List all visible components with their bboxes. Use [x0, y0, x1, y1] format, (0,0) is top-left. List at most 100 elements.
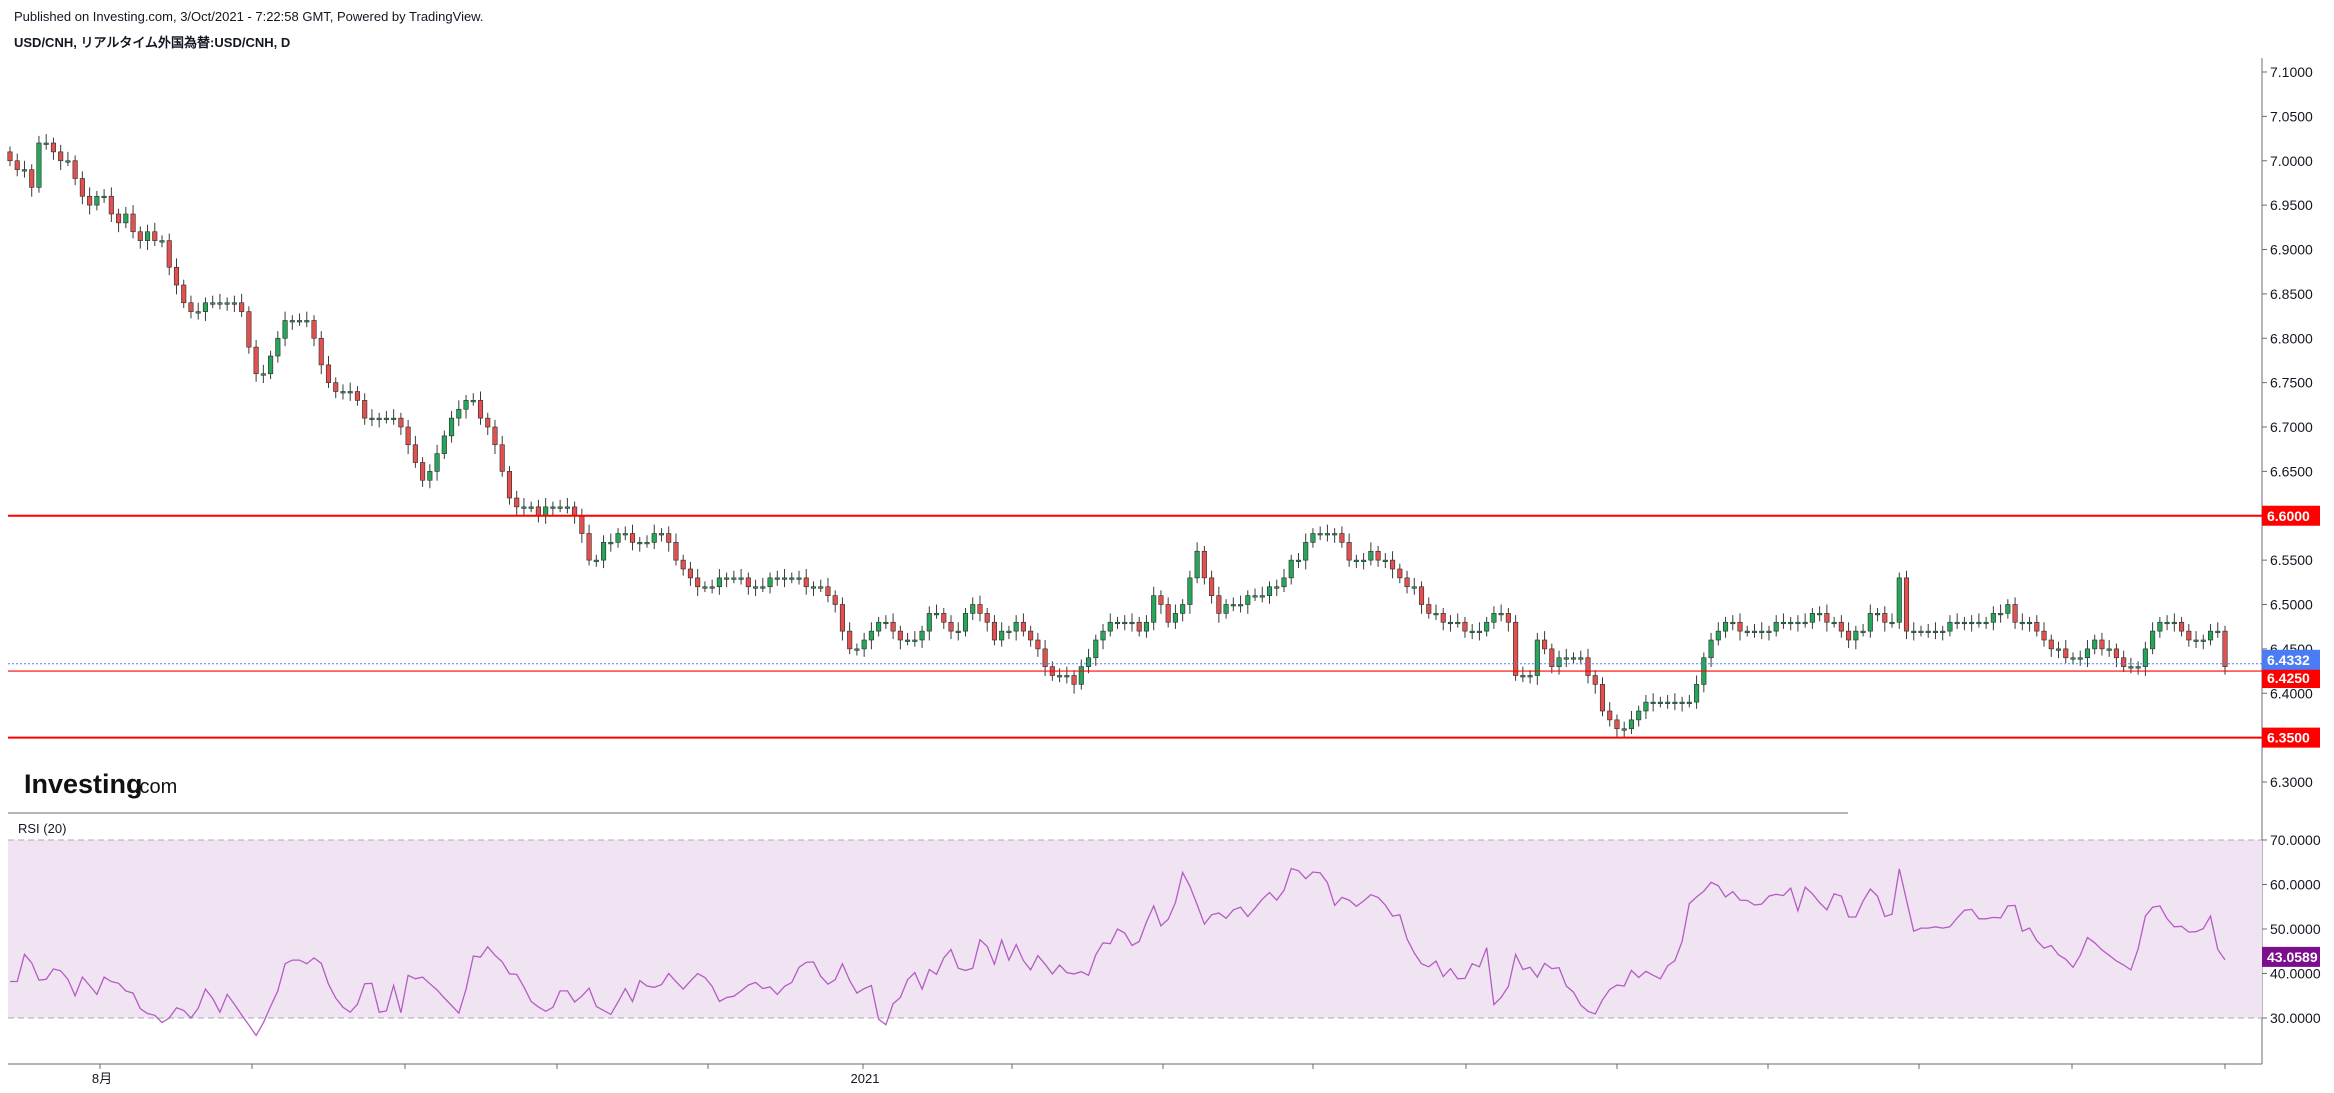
candle-body-down	[2012, 604, 2018, 623]
candle	[1932, 622, 1939, 640]
price-tick-label: 6.9000	[2270, 242, 2313, 258]
candle-body-up	[1961, 621, 1967, 625]
published-caption: Published on Investing.com, 3/Oct/2021 -…	[14, 9, 484, 24]
candle	[159, 235, 165, 248]
candle-body-up	[210, 302, 216, 305]
candle	[593, 554, 599, 567]
candle	[7, 146, 13, 167]
candle-body-down	[181, 284, 187, 304]
candle	[108, 187, 114, 222]
candle	[948, 615, 954, 640]
candle-body-down	[2034, 621, 2040, 632]
candle-body-down	[1440, 613, 1446, 623]
candle	[456, 400, 462, 427]
candle	[470, 393, 476, 406]
candle-body-up	[1172, 613, 1178, 623]
candle	[2041, 622, 2047, 647]
candle	[572, 501, 578, 524]
candle-body-down	[1418, 586, 1425, 605]
candle	[1368, 542, 1374, 566]
candle	[1447, 615, 1454, 632]
candle	[398, 412, 404, 435]
candle-body-up	[1259, 595, 1265, 598]
candle-body-up	[304, 320, 310, 323]
candle	[1961, 616, 1967, 631]
candle	[369, 409, 375, 427]
candle	[1592, 670, 1598, 694]
candle-body-down	[695, 577, 701, 588]
candle-body-down	[2048, 639, 2054, 650]
candle-body-up	[1303, 542, 1309, 561]
candle	[883, 615, 889, 629]
candle	[492, 419, 498, 455]
candle-body-up	[1867, 613, 1873, 632]
candle-body-up	[1491, 613, 1497, 623]
candle-body-down	[477, 400, 484, 419]
rsi-tick-label: 50.0000	[2270, 921, 2321, 937]
candle	[412, 435, 418, 468]
candle	[1332, 528, 1338, 543]
candle-body-up	[340, 391, 346, 394]
candle-body-up	[818, 586, 824, 589]
candle-body-down	[897, 630, 903, 641]
candle	[1433, 604, 1439, 621]
candle-body-up	[1368, 550, 1374, 561]
candle	[1462, 616, 1468, 638]
candle	[354, 386, 360, 406]
price-tick-label: 6.7500	[2270, 375, 2313, 391]
candle-body-down	[984, 613, 990, 623]
level-badge-text: 6.4250	[2267, 670, 2310, 686]
candle-body-down	[572, 506, 578, 517]
candle-body-up	[543, 506, 549, 517]
candle-body-down	[1426, 604, 1432, 614]
candle-body-down	[514, 497, 520, 508]
candle-body-down	[173, 266, 180, 286]
candle	[1730, 615, 1736, 631]
candle-body-up	[1064, 675, 1070, 678]
candle	[1657, 696, 1663, 708]
candle-body-down	[890, 621, 896, 632]
candle	[1411, 577, 1417, 595]
candle	[1266, 581, 1273, 604]
candle-body-down	[29, 169, 35, 188]
candle-body-up	[557, 506, 563, 509]
candle	[564, 498, 570, 514]
candle-body-down	[1599, 684, 1606, 712]
candle	[745, 572, 751, 595]
candle-body-up	[760, 586, 766, 589]
candle	[680, 554, 686, 576]
candle-body-down	[79, 178, 85, 197]
candle	[514, 490, 520, 515]
candle	[36, 135, 42, 193]
candle	[970, 597, 976, 621]
candle-body-up	[369, 417, 375, 420]
candle-body-down	[977, 604, 983, 614]
candle-body-up	[1527, 675, 1533, 678]
candle-body-up	[1875, 613, 1881, 616]
candle	[1042, 640, 1048, 676]
candle	[1288, 554, 1294, 585]
candle	[14, 153, 20, 177]
candle-body-up	[224, 302, 230, 305]
candle	[347, 382, 353, 401]
candle	[2157, 616, 2163, 638]
candle	[2193, 631, 2199, 648]
candle	[1172, 604, 1178, 629]
candle-body-up	[427, 471, 433, 481]
candle	[991, 615, 997, 646]
candle-body-down	[1216, 595, 1222, 614]
candle-body-up	[1469, 630, 1475, 633]
candle	[868, 622, 874, 650]
candle-body-up	[1809, 613, 1815, 623]
candle-body-up	[2215, 630, 2221, 633]
candle	[1744, 625, 1750, 637]
candle-body-up	[1665, 701, 1671, 704]
candle-body-up	[65, 160, 71, 163]
candle	[926, 606, 932, 641]
rsi-tick-label: 30.0000	[2270, 1010, 2321, 1026]
candle-body-up	[1983, 621, 1989, 625]
candle	[673, 533, 679, 566]
candle	[2092, 634, 2098, 655]
candle-body-down	[1042, 648, 1048, 667]
